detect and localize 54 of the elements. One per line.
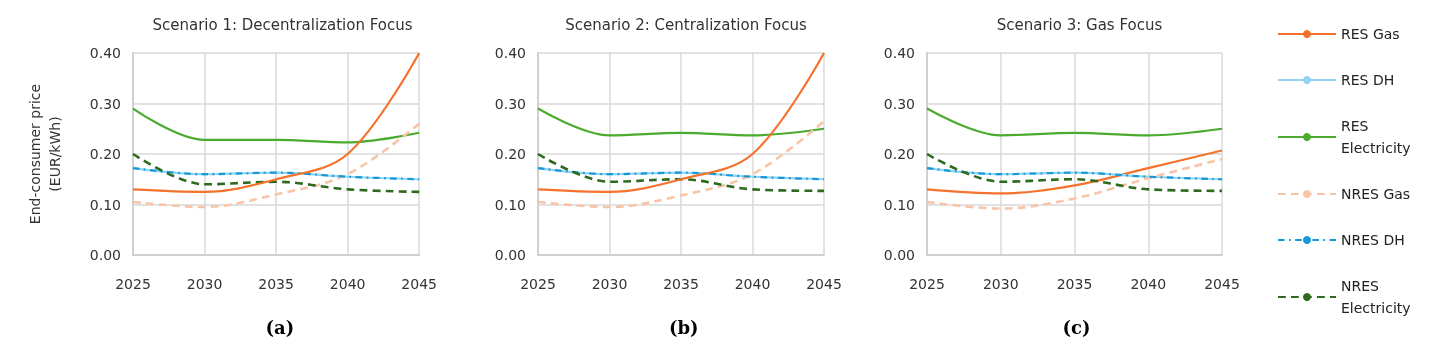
line-series [131, 152, 421, 194]
x-tick-label: 2025 [909, 276, 945, 292]
legend-label: NRES Electricity [1341, 278, 1411, 316]
chart-title: Scenario 2: Centralization Focus [565, 15, 807, 34]
y-tick-label: 0.10 [883, 196, 915, 213]
y-tick-label: 0.30 [883, 95, 915, 112]
y-tick-label: 0.40 [883, 45, 915, 61]
y-tick-label: 0.00 [883, 247, 915, 263]
line-series [925, 107, 1224, 137]
x-tick-label: 2045 [806, 276, 842, 292]
x-tick-label: 2035 [258, 276, 294, 292]
line-series [131, 167, 421, 181]
y-tick-label: 0.30 [89, 95, 121, 112]
line-series [536, 119, 826, 209]
y-tick-label: 0.10 [89, 196, 121, 213]
y-tick-label: 0.20 [883, 146, 915, 162]
y-axis-title: End-consumer price (EUR/kWh) [27, 83, 63, 225]
text: (b) [669, 316, 699, 338]
x-tick-label: 2025 [115, 276, 151, 292]
legend-label: RES Electricity [1341, 118, 1411, 156]
legend-label: NRES Gas [1341, 186, 1411, 202]
y-tick-label: 0.00 [89, 247, 121, 263]
x-tick-label: 2030 [982, 276, 1019, 292]
x-tick-label: 2035 [1056, 276, 1093, 292]
legend-label: RES DH [1341, 72, 1395, 88]
x-tick-label: 2025 [520, 276, 556, 292]
y-tick-label: 0.40 [494, 45, 526, 61]
legend-label: NRES DH [1341, 232, 1405, 248]
y-tick-label: 0.20 [89, 146, 121, 162]
line-series [536, 152, 826, 193]
text: (c) [1062, 316, 1091, 338]
chart-title: Scenario 3: Gas Focus [996, 15, 1163, 34]
chart-title: Scenario 1: Decentralization Focus [152, 15, 413, 34]
line-series [536, 107, 826, 137]
y-tick-label: 0.20 [494, 146, 526, 162]
y-tick-label: 0.30 [494, 95, 526, 112]
line-series [131, 122, 421, 209]
line-series [131, 107, 421, 144]
x-tick-label: 2045 [1204, 276, 1240, 292]
line-series [925, 167, 1224, 181]
y-tick-label: 0.40 [89, 45, 121, 61]
line-series [536, 167, 826, 181]
x-tick-label: 2040 [734, 276, 771, 292]
x-tick-label: 2040 [329, 276, 366, 292]
y-tick-label: 0.00 [494, 247, 526, 263]
x-tick-label: 2035 [663, 276, 699, 292]
line-series [925, 157, 1224, 210]
legend-label: RES Gas [1341, 26, 1400, 42]
text: (a) [265, 316, 295, 338]
x-tick-label: 2030 [186, 276, 223, 292]
x-tick-label: 2045 [401, 276, 438, 292]
x-tick-label: 2040 [1130, 276, 1167, 292]
y-tick-label: 0.10 [494, 196, 526, 213]
x-tick-label: 2030 [591, 276, 628, 292]
